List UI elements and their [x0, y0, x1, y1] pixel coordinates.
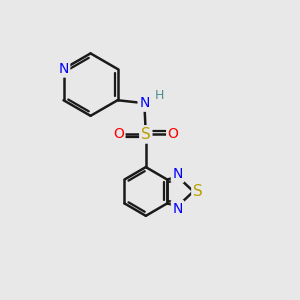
Text: O: O — [168, 128, 178, 141]
Text: S: S — [193, 184, 203, 199]
Text: N: N — [139, 96, 149, 110]
Text: N: N — [172, 167, 183, 181]
Text: N: N — [172, 202, 183, 216]
Text: S: S — [141, 127, 151, 142]
Text: N: N — [58, 62, 69, 76]
Text: H: H — [155, 89, 164, 102]
Text: O: O — [113, 128, 124, 141]
